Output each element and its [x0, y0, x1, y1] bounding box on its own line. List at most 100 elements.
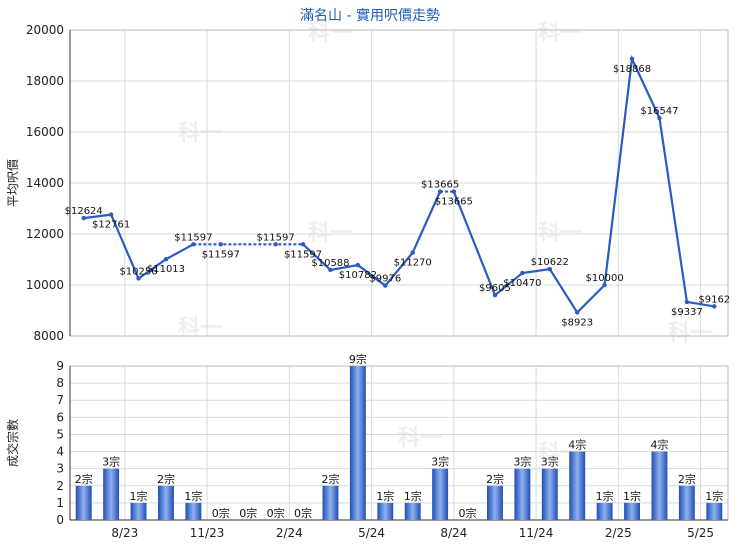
- data-labels: $12624 $12761 $10256$11013 $11597 $11597 $115…: [65, 64, 731, 520]
- price-point: [383, 283, 388, 288]
- price-data-label: $10470: [503, 278, 541, 289]
- price-point: [451, 189, 457, 194]
- price-y-tick-label: 8000: [33, 329, 64, 343]
- volume-data-label: 1宗: [376, 489, 394, 503]
- price-data-label: $9976: [369, 274, 401, 285]
- watermark-text: 科一: [178, 121, 222, 146]
- volume-data-label: 3宗: [431, 455, 449, 469]
- price-point: [547, 266, 552, 272]
- volume-bar: [75, 485, 92, 520]
- volume-bar: [678, 485, 695, 520]
- volume-bar: [624, 502, 640, 520]
- price-data-label: $16547: [640, 106, 678, 117]
- watermark-text: 科一: [668, 321, 712, 346]
- volume-y-tick-label: 6: [56, 410, 64, 424]
- volume-data-label: 1宗: [404, 489, 422, 503]
- price-point: [328, 267, 333, 273]
- price-data-label: $9605: [479, 283, 511, 294]
- volume-data-label: 9宗: [349, 352, 367, 366]
- volume-bar: [596, 502, 613, 520]
- volume-data-label: 3宗: [102, 455, 120, 469]
- x-tick-label: 2/25: [605, 526, 632, 540]
- price-point: [108, 212, 114, 217]
- x-tick-label: 8/23: [111, 526, 138, 540]
- price-data-label: $10782: [339, 270, 377, 281]
- volume-data-label: 4宗: [650, 438, 668, 452]
- price-data-label: $13665: [421, 180, 459, 191]
- price-point: [163, 256, 169, 262]
- price-y-axis-label: 平均呎價: [6, 159, 20, 207]
- price-y-tick-label: 20000: [26, 23, 64, 37]
- price-point: [657, 115, 662, 121]
- x-tick-label: 11/23: [190, 526, 225, 540]
- volume-data-label: 2宗: [75, 472, 93, 486]
- volume-bar: [349, 366, 366, 520]
- price-data-label: $18868: [613, 64, 651, 75]
- volume-bar: [706, 502, 723, 520]
- price-y-tick-label: 10000: [26, 278, 64, 292]
- volume-data-label: 1宗: [184, 489, 202, 503]
- price-point: [191, 242, 196, 247]
- volume-bar: [432, 468, 449, 520]
- price-y-tick-label: 12000: [26, 227, 64, 241]
- volume-data-label: 4宗: [568, 438, 586, 452]
- volume-data-label: 0宗: [239, 506, 257, 520]
- x-tick-label: 8/24: [440, 526, 467, 540]
- price-point: [629, 56, 635, 62]
- price-data-label: $10256: [119, 266, 157, 277]
- price-data-label: $11013: [147, 264, 185, 275]
- volume-bar: [185, 502, 202, 520]
- volume-data-label: 2宗: [321, 472, 339, 486]
- volume-y-tick-label: 7: [56, 393, 64, 407]
- volume-bar: [541, 468, 558, 520]
- volume-bar: [651, 451, 668, 520]
- volume-data-label: 3宗: [541, 455, 559, 469]
- volume-y-tick-label: 8: [56, 376, 64, 390]
- price-point: [81, 215, 86, 221]
- price-data-label: $11597: [284, 249, 322, 260]
- price-chart-grid: [70, 29, 728, 337]
- volume-y-tick-label: 2: [56, 479, 64, 493]
- volume-data-label: 2宗: [678, 472, 696, 486]
- price-data-label: $11597: [257, 232, 295, 243]
- price-data-label: $11270: [394, 258, 432, 269]
- price-line-series: [81, 54, 717, 315]
- price-point: [520, 270, 525, 276]
- volume-y-tick-label: 9: [56, 359, 64, 373]
- volume-bar: [377, 502, 394, 520]
- volume-data-label: 0宗: [267, 506, 285, 520]
- volume-bar: [103, 468, 120, 520]
- price-y-tick-label: 14000: [26, 176, 64, 190]
- volume-bar: [404, 502, 421, 520]
- watermark-text: 科一: [178, 316, 222, 341]
- price-line-segment: [302, 191, 442, 288]
- volume-y-tick-label: 5: [56, 427, 64, 441]
- volume-bar: [487, 485, 503, 520]
- price-data-label: $10588: [311, 258, 349, 269]
- volume-data-label: 2宗: [157, 472, 175, 486]
- volume-bar: [514, 468, 531, 520]
- price-point: [437, 189, 443, 194]
- volume-data-label: 1宗: [705, 489, 723, 503]
- volume-y-tick-label: 0: [56, 513, 64, 527]
- price-data-label: $12761: [92, 220, 130, 231]
- volume-data-label: 2宗: [486, 472, 504, 486]
- price-data-label: $8923: [561, 317, 593, 328]
- volume-bar: [158, 485, 174, 520]
- price-y-tick-label: 16000: [26, 125, 64, 139]
- volume-data-label: 1宗: [623, 489, 641, 503]
- price-data-label: $12624: [65, 206, 103, 217]
- volume-y-axis-label: 成交宗數: [5, 419, 20, 467]
- volume-bars: [75, 366, 723, 520]
- volume-y-tick-label: 1: [56, 496, 64, 510]
- price-point: [136, 276, 141, 281]
- volume-bar: [569, 451, 586, 520]
- volume-data-label: 0宗: [294, 506, 312, 520]
- x-tick-label: 2/24: [276, 526, 303, 540]
- price-point: [355, 262, 361, 268]
- volume-data-label: 1宗: [596, 489, 614, 503]
- volume-bar: [322, 485, 339, 520]
- price-point: [575, 310, 580, 315]
